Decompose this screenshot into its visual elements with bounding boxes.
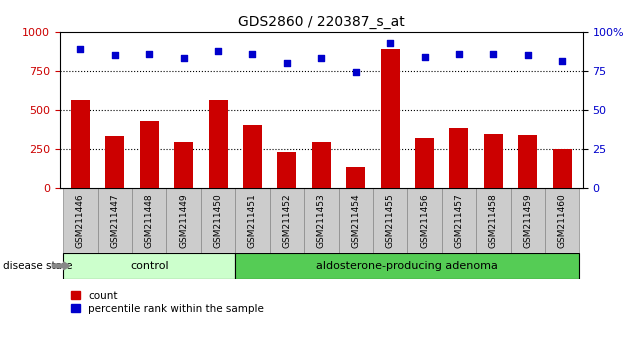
- Bar: [243, 125, 262, 188]
- Bar: [105, 136, 124, 188]
- Text: GSM211447: GSM211447: [110, 193, 120, 248]
- Bar: [484, 134, 503, 188]
- Bar: [408, 188, 442, 253]
- Point: [144, 51, 154, 57]
- Bar: [209, 101, 227, 188]
- Text: GSM211455: GSM211455: [386, 193, 394, 248]
- Bar: [71, 101, 90, 188]
- Point: [420, 54, 430, 59]
- Point: [179, 56, 189, 61]
- Text: GSM211451: GSM211451: [248, 193, 257, 248]
- Bar: [381, 49, 399, 188]
- Point: [488, 51, 498, 57]
- Bar: [235, 188, 270, 253]
- Text: disease state: disease state: [3, 261, 72, 271]
- Title: GDS2860 / 220387_s_at: GDS2860 / 220387_s_at: [238, 16, 404, 29]
- Text: GSM211460: GSM211460: [558, 193, 566, 248]
- Text: GSM211456: GSM211456: [420, 193, 429, 248]
- Bar: [277, 152, 296, 188]
- Point: [282, 60, 292, 66]
- Text: GSM211454: GSM211454: [351, 193, 360, 248]
- Text: GSM211459: GSM211459: [523, 193, 532, 248]
- Bar: [175, 142, 193, 188]
- Text: GSM211453: GSM211453: [317, 193, 326, 248]
- Point: [110, 52, 120, 58]
- Point: [351, 69, 361, 75]
- Point: [385, 40, 395, 46]
- Bar: [476, 188, 510, 253]
- Bar: [304, 188, 338, 253]
- Bar: [510, 188, 545, 253]
- Bar: [201, 188, 235, 253]
- Text: control: control: [130, 261, 169, 271]
- Bar: [346, 167, 365, 188]
- Legend: count, percentile rank within the sample: count, percentile rank within the sample: [71, 291, 264, 314]
- Bar: [312, 142, 331, 188]
- Point: [523, 52, 533, 58]
- Bar: [518, 135, 537, 188]
- Point: [76, 46, 86, 52]
- Bar: [373, 188, 408, 253]
- Bar: [132, 188, 166, 253]
- Bar: [235, 253, 580, 279]
- Bar: [140, 121, 159, 188]
- Text: GSM211450: GSM211450: [214, 193, 222, 248]
- Bar: [338, 188, 373, 253]
- Text: GSM211448: GSM211448: [145, 193, 154, 248]
- Bar: [449, 128, 468, 188]
- Bar: [270, 188, 304, 253]
- Point: [454, 51, 464, 57]
- Text: aldosterone-producing adenoma: aldosterone-producing adenoma: [316, 261, 498, 271]
- Text: GSM211446: GSM211446: [76, 193, 85, 248]
- Text: GSM211449: GSM211449: [179, 193, 188, 248]
- Point: [316, 56, 326, 61]
- Text: GSM211452: GSM211452: [282, 193, 292, 248]
- Bar: [545, 188, 580, 253]
- Text: GSM211457: GSM211457: [454, 193, 464, 248]
- Bar: [442, 188, 476, 253]
- Bar: [553, 149, 571, 188]
- Bar: [166, 188, 201, 253]
- Point: [557, 59, 567, 64]
- Bar: [415, 138, 434, 188]
- Point: [213, 48, 223, 53]
- Bar: [63, 253, 235, 279]
- Point: [248, 51, 258, 57]
- Text: GSM211458: GSM211458: [489, 193, 498, 248]
- Bar: [63, 188, 98, 253]
- Bar: [98, 188, 132, 253]
